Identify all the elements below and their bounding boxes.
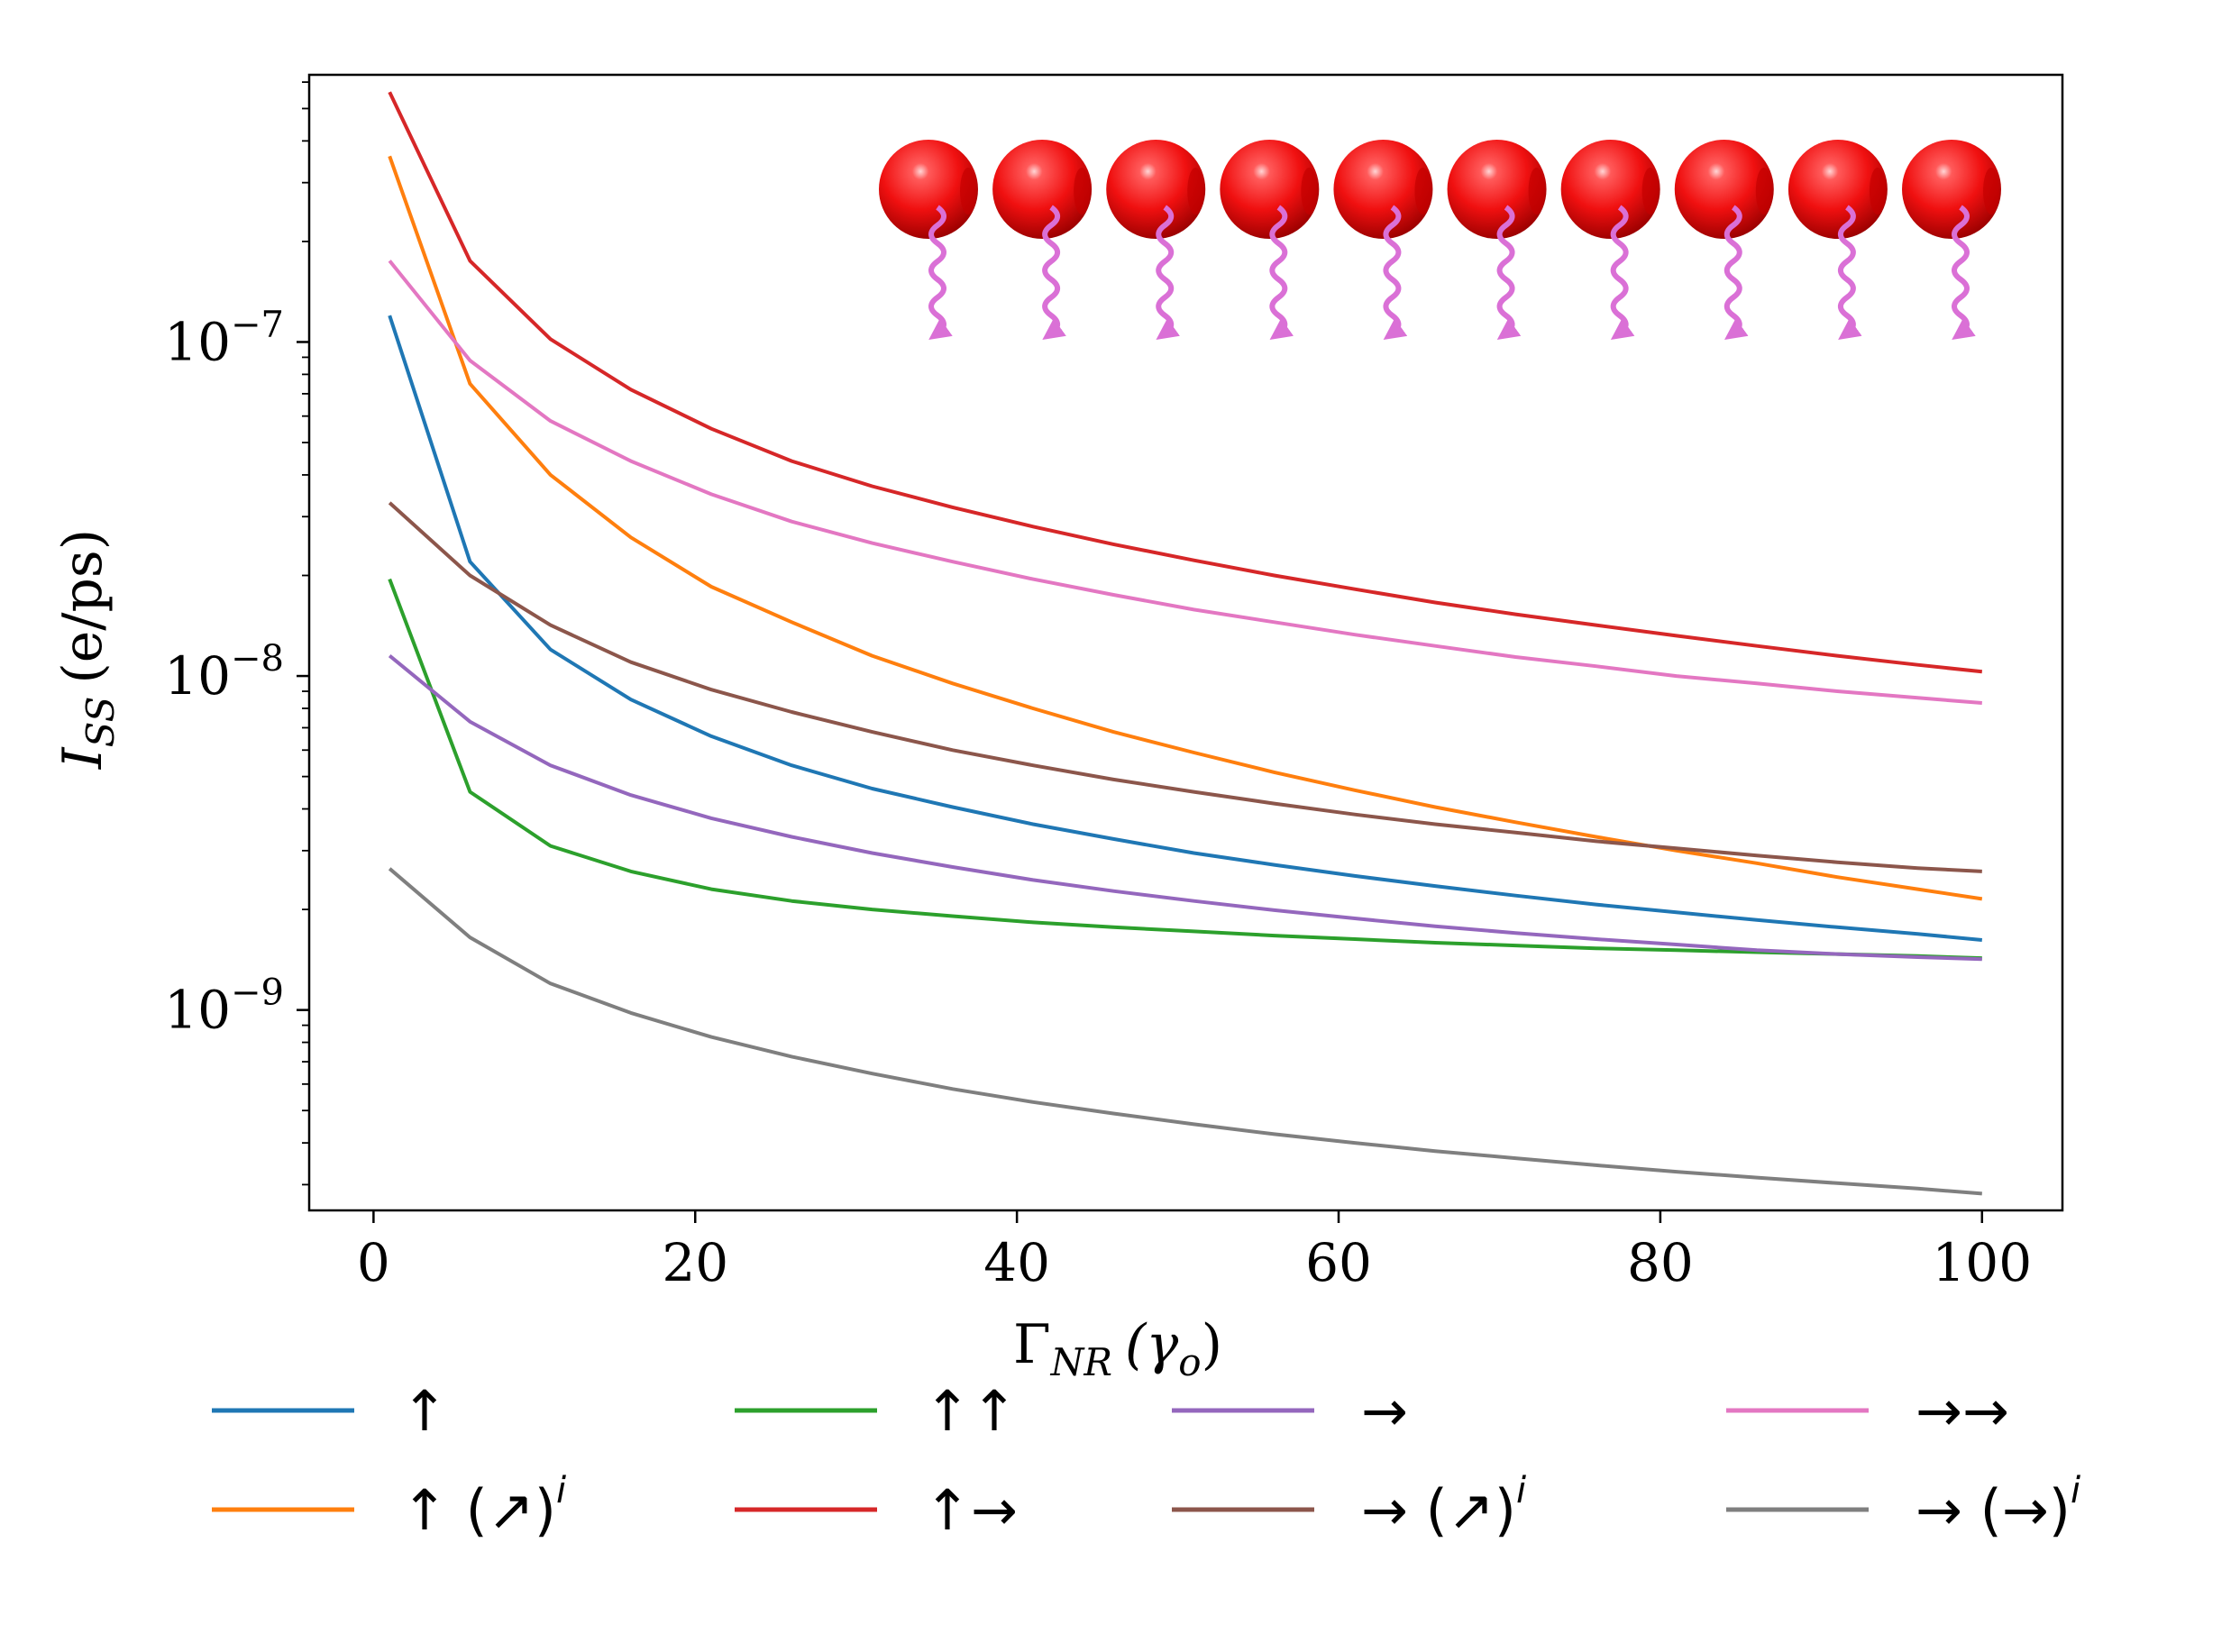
series-line-0 [388,315,1982,942]
legend: ↑ ↑↑ → →→↑ (↗)i ↑→ → (↗)i → (→)i [212,1378,2080,1543]
series-line-4 [388,654,1982,962]
legend-label-4: → [1361,1378,1408,1444]
sphere-0 [879,140,978,239]
emission-arrow-7 [1724,205,1749,340]
y-tick-label: 10−8 [164,638,284,707]
emission-arrow-0 [928,205,953,340]
sphere-7 [1674,140,1774,239]
sphere-2 [1106,140,1206,239]
y-axis-label: ISS(e/ps) [51,529,123,770]
sphere-8 [1788,140,1888,239]
series-line-3 [388,91,1983,674]
series-line-2 [388,578,1982,961]
emission-arrow-8 [1837,205,1862,340]
legend-label-0: ↑ [401,1378,448,1444]
emission-arrow-2 [1156,205,1180,340]
series-line-1 [388,155,1983,901]
sphere-6 [1560,140,1660,239]
sphere-1 [992,140,1093,239]
series-line-6 [388,260,1982,705]
sphere-9 [1902,140,2001,239]
sphere-5 [1447,140,1547,239]
sphere-shade-3 [1301,168,1318,214]
emission-arrow-1 [1042,205,1066,340]
x-tick-label: 20 [662,1232,728,1293]
emission-arrow-6 [1610,205,1635,340]
legend-label-2: ↑↑ [924,1378,1018,1444]
x-axis: 0 20 40 60 80 100 [357,1210,2032,1293]
axes-frame [307,73,2064,1212]
emission-arrow-3 [1269,205,1294,340]
emission-arrow-4 [1383,205,1408,340]
emission-arrow-5 [1496,205,1522,340]
emission-arrow-9 [1952,205,1976,340]
y-axis: 10−7 10−8 10−9 [164,81,309,1186]
sphere-shade-2 [1187,168,1204,214]
y-tick-label: 10−7 [164,304,284,372]
x-tick-label: 0 [357,1232,390,1293]
sphere-shade-4 [1414,168,1431,214]
legend-label-5: → (↗)i [1361,1470,1526,1543]
sphere-shade-6 [1641,168,1659,214]
x-axis-label: ΓNR (γo) [1013,1313,1222,1384]
legend-label-7: → (→)i [1916,1470,2080,1543]
sphere-shade-8 [1869,168,1886,214]
x-tick-label: 80 [1627,1232,1694,1293]
legend-label-1: ↑ (↗)i [401,1470,566,1543]
legend-label-3: ↑→ [924,1477,1018,1543]
series-line-5 [388,501,1982,873]
x-tick-label: 40 [983,1232,1050,1293]
sphere-3 [1220,140,1320,239]
sphere-shade-5 [1528,168,1545,214]
inset-illustration [879,140,2001,340]
series-line-7 [388,867,1982,1196]
sphere-4 [1333,140,1433,239]
legend-label-6: →→ [1916,1378,2009,1444]
sphere-shade-9 [1983,168,1999,214]
sphere-shade-1 [1074,168,1091,214]
x-tick-label: 100 [1932,1232,2032,1293]
sphere-shade-0 [960,168,976,214]
sphere-shade-7 [1755,168,1772,214]
x-tick-label: 60 [1305,1232,1372,1293]
series-layer [388,91,1983,1196]
y-tick-label: 10−9 [164,972,284,1041]
